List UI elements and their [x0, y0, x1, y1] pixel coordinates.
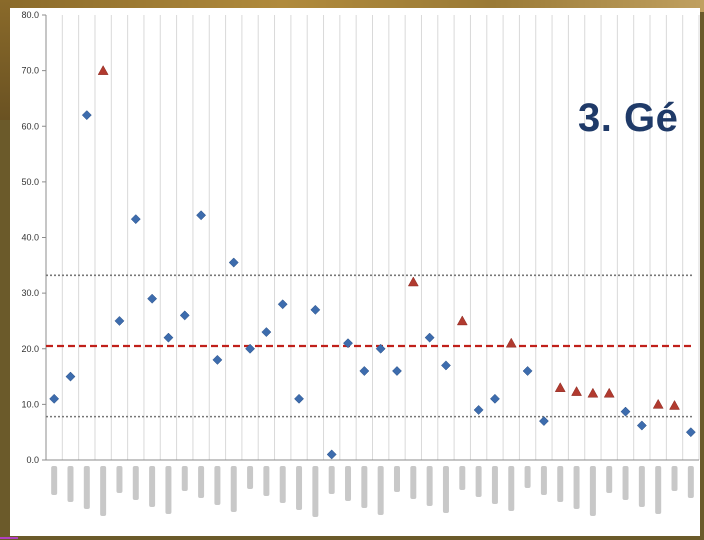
blurred-category-label	[524, 466, 531, 488]
data-point-triangle	[669, 399, 680, 410]
data-point-diamond	[522, 366, 533, 376]
data-point-diamond	[359, 366, 370, 376]
y-tick-label: 50.0	[21, 177, 39, 187]
blurred-category-label	[655, 466, 662, 514]
data-point-diamond	[489, 393, 500, 404]
blurred-category-label	[573, 466, 580, 509]
data-point-diamond	[261, 327, 272, 338]
y-tick-label: 80.0	[21, 10, 39, 20]
data-point-diamond	[163, 332, 174, 343]
blurred-category-label	[687, 466, 694, 498]
blurred-category-label	[328, 466, 335, 494]
data-point-triangle	[603, 387, 615, 398]
data-point-diamond	[636, 420, 647, 431]
data-point-diamond	[310, 304, 321, 315]
blurred-category-label	[671, 466, 678, 491]
blurred-category-label	[116, 466, 123, 493]
blurred-category-label	[377, 466, 384, 515]
data-point-diamond	[392, 366, 402, 376]
data-point-diamond	[277, 299, 288, 310]
y-tick-label: 10.0	[21, 399, 39, 409]
blurred-category-label	[345, 466, 352, 501]
blurred-category-label	[296, 466, 303, 510]
blurred-category-label	[83, 466, 90, 509]
data-point-diamond	[538, 416, 549, 427]
blurred-category-label	[589, 466, 596, 516]
data-point-diamond	[65, 371, 76, 382]
data-point-triangle	[456, 315, 468, 326]
blurred-category-label	[638, 466, 645, 507]
blurred-category-label	[557, 466, 564, 502]
y-tick-label: 30.0	[21, 288, 39, 298]
blurred-category-label	[132, 466, 139, 500]
blurred-category-label	[181, 466, 188, 491]
blurred-category-label	[508, 466, 515, 511]
data-point-diamond	[130, 214, 141, 225]
data-point-triangle	[97, 65, 109, 75]
blurred-category-label	[214, 466, 221, 505]
blurred-category-label	[540, 466, 547, 495]
blurred-category-label	[279, 466, 286, 503]
blurred-category-label	[51, 466, 58, 495]
blurred-category-label	[312, 466, 319, 517]
data-point-triangle	[407, 276, 419, 287]
data-point-diamond	[343, 338, 353, 349]
data-point-diamond	[81, 110, 92, 121]
data-point-diamond	[49, 393, 60, 404]
data-point-diamond	[228, 257, 239, 268]
blurred-category-label	[198, 466, 205, 498]
blurred-category-label	[263, 466, 270, 496]
y-tick-label: 60.0	[21, 121, 39, 131]
y-tick-label: 70.0	[21, 66, 39, 76]
data-point-diamond	[326, 449, 337, 460]
data-point-diamond	[473, 404, 484, 415]
blurred-category-label	[606, 466, 613, 493]
blurred-category-label	[459, 466, 466, 490]
blurred-category-label	[410, 466, 417, 499]
chart-panel	[10, 8, 700, 536]
y-tick-label: 0.0	[26, 455, 39, 465]
blurred-category-label	[67, 466, 74, 502]
data-point-diamond	[424, 332, 435, 343]
blurred-category-label	[149, 466, 156, 507]
data-point-triangle	[652, 398, 664, 409]
blurred-category-label	[393, 466, 400, 492]
data-point-diamond	[196, 210, 207, 221]
blurred-category-label	[475, 466, 482, 497]
slide-heading: 3. Gé	[578, 96, 679, 140]
data-point-diamond	[179, 310, 190, 321]
data-point-diamond	[375, 343, 386, 354]
data-point-diamond	[245, 343, 256, 354]
blurred-category-label	[165, 466, 172, 514]
data-point-diamond	[441, 360, 451, 371]
data-point-diamond	[685, 427, 696, 438]
data-point-triangle	[587, 387, 599, 398]
data-point-triangle	[554, 382, 566, 392]
blurred-category-label	[491, 466, 498, 504]
blurred-category-label	[230, 466, 237, 512]
data-point-triangle	[505, 337, 517, 348]
data-point-diamond	[212, 354, 223, 365]
slide-left-edge	[0, 0, 10, 120]
data-point-triangle	[571, 386, 582, 396]
y-tick-label: 20.0	[21, 344, 39, 354]
blurred-category-label	[622, 466, 629, 500]
blurred-category-label	[100, 466, 107, 516]
data-point-diamond	[114, 315, 125, 326]
blurred-category-label	[442, 466, 449, 513]
blurred-category-label	[247, 466, 254, 489]
data-point-diamond	[620, 406, 631, 417]
blurred-category-label	[361, 466, 368, 508]
data-point-diamond	[147, 293, 158, 304]
y-tick-label: 40.0	[21, 233, 39, 243]
blurred-category-label	[426, 466, 433, 506]
data-point-diamond	[294, 393, 304, 404]
